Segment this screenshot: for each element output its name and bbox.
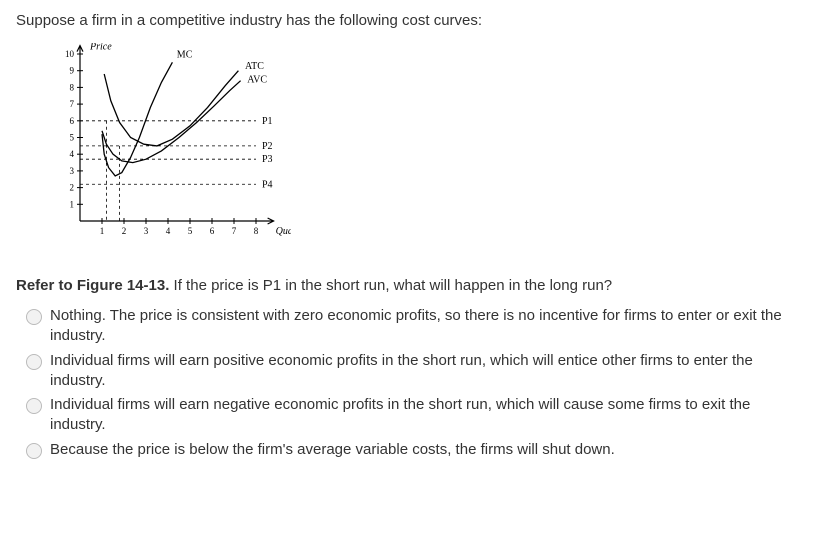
question-line: Refer to Figure 14-13. If the price is P… (16, 277, 797, 294)
cost-curves-chart: 1 2 3 4 5 6 7 8 9 10 1 2 3 4 5 6 7 8 Price Quantity P1 P2 P3 P4… (46, 43, 797, 247)
choice-text: Individual firms will earn positive econ… (50, 351, 797, 392)
svg-text:9: 9 (70, 66, 75, 76)
choice-text: Individual firms will earn negative econ… (50, 395, 797, 436)
svg-text:5: 5 (188, 226, 193, 236)
svg-text:4: 4 (70, 149, 75, 159)
svg-text:1: 1 (100, 226, 105, 236)
svg-text:3: 3 (70, 166, 75, 176)
prompt-text: Suppose a firm in a competitive industry… (16, 12, 797, 29)
svg-text:MC: MC (177, 49, 193, 60)
svg-text:P1: P1 (262, 116, 273, 127)
svg-text:P4: P4 (262, 179, 273, 190)
svg-text:6: 6 (70, 116, 75, 126)
svg-text:7: 7 (70, 99, 75, 109)
choice-b[interactable]: Individual firms will earn positive econ… (26, 351, 797, 392)
svg-text:2: 2 (122, 226, 127, 236)
svg-text:6: 6 (210, 226, 215, 236)
choice-a[interactable]: Nothing. The price is consistent with ze… (26, 306, 797, 347)
radio-icon[interactable] (26, 443, 42, 459)
svg-text:1: 1 (70, 199, 75, 209)
svg-text:8: 8 (70, 82, 75, 92)
svg-text:ATC: ATC (245, 61, 264, 72)
question-body: If the price is P1 in the short run, wha… (169, 277, 612, 294)
svg-text:5: 5 (70, 133, 75, 143)
svg-text:4: 4 (166, 226, 171, 236)
choice-c[interactable]: Individual firms will earn negative econ… (26, 395, 797, 436)
svg-text:2: 2 (70, 183, 75, 193)
svg-text:P3: P3 (262, 154, 273, 165)
choice-text: Nothing. The price is consistent with ze… (50, 306, 797, 347)
svg-text:P2: P2 (262, 141, 273, 152)
radio-icon[interactable] (26, 354, 42, 370)
choice-text: Because the price is below the firm's av… (50, 440, 797, 460)
svg-text:8: 8 (254, 226, 259, 236)
svg-text:Price: Price (89, 43, 112, 53)
svg-text:10: 10 (65, 49, 75, 59)
radio-icon[interactable] (26, 309, 42, 325)
figure-reference: Refer to Figure 14-13. (16, 277, 169, 294)
choice-d[interactable]: Because the price is below the firm's av… (26, 440, 797, 460)
svg-text:AVC: AVC (247, 74, 267, 85)
svg-text:Quantity: Quantity (276, 226, 291, 237)
svg-text:7: 7 (232, 226, 237, 236)
svg-text:3: 3 (144, 226, 149, 236)
radio-icon[interactable] (26, 398, 42, 414)
chart-svg: 1 2 3 4 5 6 7 8 9 10 1 2 3 4 5 6 7 8 Price Quantity P1 P2 P3 P4… (46, 43, 291, 243)
